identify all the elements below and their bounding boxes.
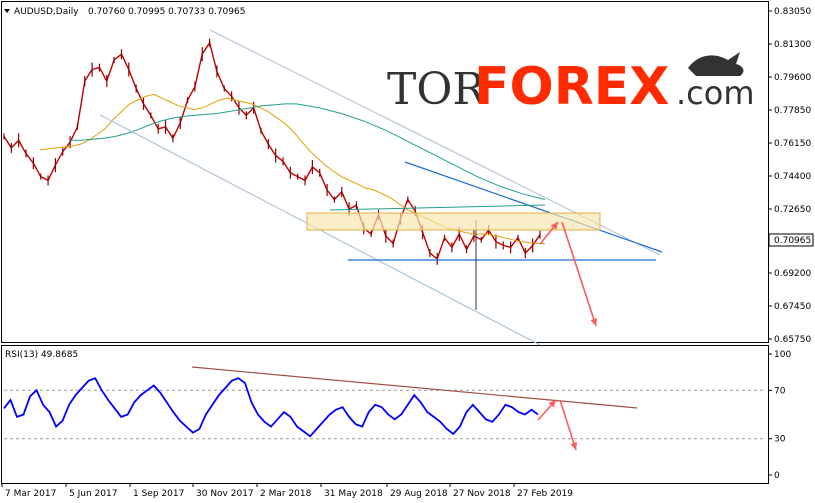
price-series-line-2 xyxy=(70,103,546,200)
rsi-tick-label: 0 xyxy=(774,471,780,481)
date-tick-label: 5 Jun 2017 xyxy=(69,489,117,499)
price-series-line-0 xyxy=(3,40,541,260)
price-tick-label: 0.79600 xyxy=(774,73,811,83)
ohlc-readout: 0.70760 0.70995 0.70733 0.70965 xyxy=(88,7,245,17)
ma-extension xyxy=(329,204,546,211)
rsi-tick-label: 30 xyxy=(774,435,786,445)
price-tick-label: 0.65750 xyxy=(774,335,811,345)
price-tick-label: 0.67450 xyxy=(774,302,811,312)
logo-tor: TOR xyxy=(387,64,487,115)
rsi-layer xyxy=(3,366,766,451)
price-tick-label: 0.72650 xyxy=(774,205,811,215)
symbol-title: AUDUSD,Daily xyxy=(14,7,79,17)
date-tick-label: 31 May 2018 xyxy=(324,489,383,499)
date-tick-label: 1 Sep 2017 xyxy=(133,489,184,499)
rsi-series-line xyxy=(3,377,539,438)
price-tick-label: 0.70965 xyxy=(774,236,811,246)
date-tick-label: 2 Mar 2018 xyxy=(260,489,312,499)
rsi-trendline xyxy=(191,366,638,409)
rsi-up-arrow xyxy=(537,399,557,421)
rsi-down-arrow xyxy=(559,399,578,451)
rsi-title: RSI(13) 49.8685 xyxy=(5,350,78,360)
date-tick-label: 7 Mar 2017 xyxy=(5,489,56,499)
forecast-down-arrow xyxy=(561,221,598,327)
current-price-box xyxy=(768,233,814,247)
axis-layer: 0.83050 0.81300 0.79600 0.77850 0.76150 0.744… xyxy=(1,7,814,499)
rsi-panel-frame xyxy=(1,345,769,484)
date-tick-label: 30 Nov 2017 xyxy=(196,489,254,499)
price-tick-label: 0.76150 xyxy=(774,139,811,149)
price-panel-frame xyxy=(1,1,769,343)
price-tick-label: 0.69200 xyxy=(774,269,811,279)
price-tick-label: 0.77850 xyxy=(774,106,811,116)
price-layer xyxy=(3,29,663,346)
logo-forex: FOREX xyxy=(474,57,669,117)
forecast-up-arrow xyxy=(539,221,559,245)
torforex-logo: TOR FOREX .com xyxy=(387,52,755,117)
price-tick-label: 0.81300 xyxy=(774,40,811,50)
price-tick-label: 0.83050 xyxy=(774,7,811,17)
date-tick-label: 27 Feb 2019 xyxy=(517,489,573,499)
rsi-tick-label: 70 xyxy=(774,386,786,396)
resistance-zone xyxy=(306,212,601,231)
date-tick-label: 29 Aug 2018 xyxy=(390,489,448,499)
logo-com: .com xyxy=(676,74,755,112)
rsi-tick-label: 100 xyxy=(774,350,791,360)
price-tick-label: 0.74400 xyxy=(774,172,811,182)
bull-bear-icon xyxy=(688,52,744,76)
date-tick-label: 27 Nov 2018 xyxy=(453,489,511,499)
price-series-line-1 xyxy=(39,93,545,244)
resistance-trendline xyxy=(404,161,663,253)
dropdown-arrow-icon[interactable] xyxy=(4,9,10,13)
